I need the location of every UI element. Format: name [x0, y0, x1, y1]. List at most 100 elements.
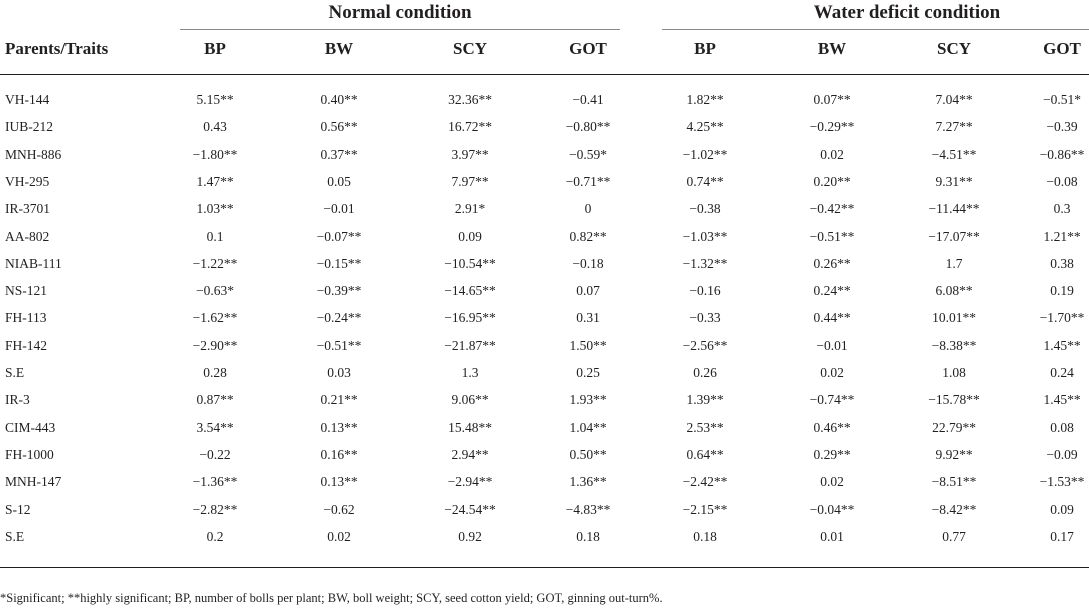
table-cell: 1.45**: [1043, 392, 1081, 408]
table-cell: 9.06**: [451, 392, 489, 408]
table-cell: −0.33: [689, 310, 721, 326]
table-cell: 1.39**: [686, 392, 724, 408]
table-cell: 0.87**: [196, 392, 234, 408]
row-label: S.E: [5, 365, 25, 380]
table-cell: 0.40**: [320, 92, 358, 107]
table-cell: −2.42**: [682, 474, 728, 490]
table-cell: 1.50**: [569, 337, 607, 353]
table-cell: −0.18: [572, 255, 604, 271]
table-cell: 1.21**: [1043, 228, 1081, 244]
row-label: IR-3: [5, 392, 30, 408]
table-cell: −0.24**: [316, 310, 362, 326]
column-header-scy: SCY: [936, 39, 971, 58]
table-cell: 2.53**: [686, 419, 724, 435]
table-cell: −0.07**: [316, 228, 362, 244]
table-cell: −2.94**: [447, 474, 493, 490]
table-cell: −0.63*: [196, 283, 234, 299]
row-label: NS-121: [5, 283, 48, 299]
group-header-water-deficit: Water deficit condition: [813, 2, 1001, 23]
table-cell: −17.07**: [928, 228, 980, 244]
table-cell: −0.51**: [316, 337, 362, 353]
table-cell: 0.46**: [813, 419, 851, 435]
table-cell: 0.18: [693, 528, 717, 544]
table-cell: 9.92**: [935, 446, 973, 462]
table-cell: −0.08: [1046, 173, 1078, 189]
table-cell: 10.01**: [932, 310, 976, 326]
table-cell: −1.02**: [682, 146, 728, 162]
table-cell: −0.01: [323, 201, 355, 217]
table-cell: 0.82**: [569, 228, 607, 244]
table-cell: −0.39: [1046, 119, 1078, 135]
table-cell: 0.92: [458, 528, 482, 544]
table-cell: 0.26**: [813, 255, 851, 271]
table-cell: −0.41: [572, 92, 604, 107]
table-cell: 0.2: [206, 528, 224, 544]
table-cell: 0.44**: [813, 310, 851, 326]
table-cell: −0.39**: [316, 283, 362, 299]
table-cell: 1.08: [942, 365, 966, 380]
table-cell: −1.36**: [192, 474, 238, 490]
table-cell: 0.37**: [320, 146, 358, 162]
row-label: MNH-886: [5, 146, 62, 162]
group-rule-water-deficit: [662, 29, 1089, 30]
table-cell: −14.65**: [444, 283, 496, 299]
table-cell: 0.02: [820, 146, 844, 162]
table-cell: −0.51**: [809, 228, 855, 244]
table-cell: 0.28: [203, 365, 227, 380]
table-cell: 0.02: [820, 365, 844, 380]
table-cell: −2.82**: [192, 501, 238, 517]
table-cell: −0.38: [689, 201, 721, 217]
table-cell: 0.3: [1053, 201, 1071, 217]
table-cell: 0.09: [1050, 501, 1074, 517]
table-cell: 0.03: [327, 365, 351, 380]
table-cell: 0.31: [576, 310, 600, 326]
column-header-got: GOT: [569, 39, 607, 58]
table-bottom-rule: [0, 567, 1089, 568]
row-label: VH-295: [5, 173, 50, 189]
table-cell: 0.56**: [320, 119, 358, 135]
table-cell: −2.90**: [192, 337, 238, 353]
table-cell: −2.56**: [682, 337, 728, 353]
table-cell: 0.02: [820, 474, 844, 490]
table-cell: 0.02: [327, 528, 351, 544]
row-label: MNH-147: [5, 474, 62, 490]
row-label: VH-144: [5, 92, 50, 107]
table-cell: −0.29**: [809, 119, 855, 135]
table-cell: 2.94**: [451, 446, 489, 462]
table-cell: 15.48**: [448, 419, 492, 435]
table-cell: 1.47**: [196, 173, 234, 189]
column-header-bw: BW: [817, 39, 847, 58]
table-cell: −15.78**: [928, 392, 980, 408]
table-cell: −0.42**: [809, 201, 855, 217]
table-cell: 0.64**: [686, 446, 724, 462]
table-cell: −0.04**: [809, 501, 855, 517]
table-cell: −11.44**: [928, 201, 980, 217]
table-cell: 0.07: [576, 283, 600, 299]
group-rule-normal: [180, 29, 620, 30]
row-label: IUB-212: [5, 119, 53, 135]
row-label: CIM-443: [5, 419, 56, 435]
table-cell: −16.95**: [444, 310, 496, 326]
column-header-bw: BW: [324, 39, 354, 58]
table-cell: 22.79**: [932, 419, 976, 435]
row-header-label: Parents/Traits: [5, 39, 109, 58]
table-cell: −0.22: [199, 446, 231, 462]
table-cell: −1.03**: [682, 228, 728, 244]
table-cell: 0.24**: [813, 283, 851, 299]
row-label: FH-142: [5, 337, 48, 353]
table-cell: −0.71**: [565, 173, 611, 189]
table-cell: 7.04**: [935, 92, 973, 107]
table-cell: 3.97**: [451, 146, 489, 162]
table-cell: 1.93**: [569, 392, 607, 408]
table-cell: 0.19: [1050, 283, 1074, 299]
table-cell: −0.09: [1046, 446, 1078, 462]
table-cell: 0.43: [203, 119, 227, 135]
table-cell: 0.17: [1050, 528, 1074, 544]
table-cell: 9.31**: [935, 173, 973, 189]
table-cell: 0.1: [206, 228, 224, 244]
table-cell: −0.01: [816, 337, 848, 353]
row-label: IR-3701: [5, 201, 50, 217]
row-label: FH-113: [5, 310, 47, 326]
table-cell: 1.82**: [686, 92, 724, 107]
